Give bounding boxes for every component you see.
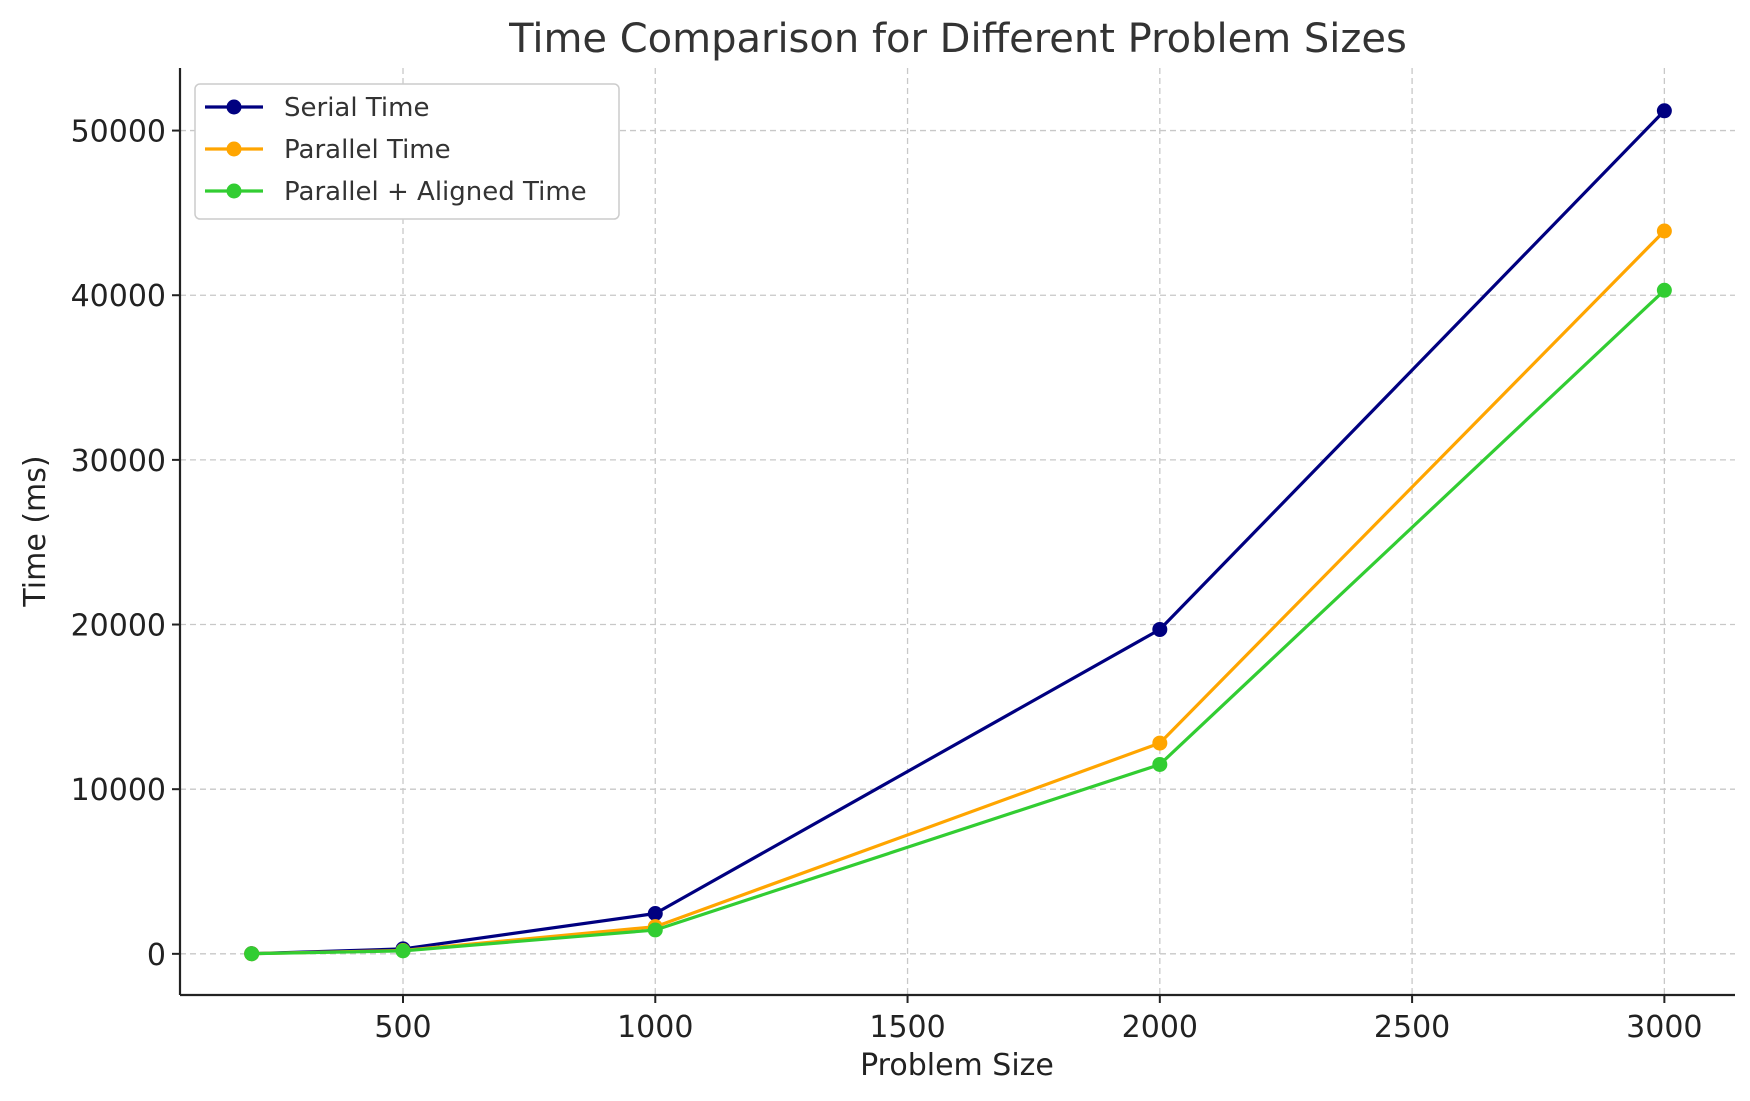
data-point — [1152, 621, 1168, 637]
data-point — [1656, 282, 1672, 298]
data-point — [1656, 223, 1672, 239]
data-point — [647, 905, 663, 921]
series-layer — [244, 103, 1672, 962]
x-tick-label: 3000 — [1626, 1010, 1702, 1045]
legend-label-serial: Serial Time — [284, 93, 429, 123]
x-tick-label: 2000 — [1122, 1010, 1198, 1045]
x-tick-label: 1000 — [617, 1010, 693, 1045]
x-axis-label: Problem Size — [860, 1048, 1054, 1083]
legend: Serial Time Parallel Time Parallel + Ali… — [194, 83, 620, 220]
y-tick-label: 50000 — [71, 115, 166, 150]
y-axis-label: Time (ms) — [18, 455, 53, 607]
series-2 — [244, 282, 1672, 962]
x-tick-label: 1500 — [869, 1010, 945, 1045]
x-gridlines — [402, 68, 1666, 995]
x-tick-label: 2500 — [1374, 1010, 1450, 1045]
legend-item-parallel: Parallel Time — [205, 135, 451, 165]
data-point — [1656, 103, 1672, 119]
legend-box — [194, 83, 620, 220]
x-axis-ticks: 500 1000 1500 2000 2500 3000 — [374, 995, 1703, 1045]
legend-marker-parallel — [226, 141, 242, 157]
y-gridlines — [180, 129, 1735, 955]
legend-item-serial: Serial Time — [205, 93, 429, 123]
y-axis-ticks: 0 10000 20000 30000 40000 50000 — [71, 115, 180, 973]
data-point — [395, 943, 411, 959]
legend-marker-serial — [226, 99, 242, 115]
y-tick-label: 20000 — [71, 609, 166, 644]
y-tick-label: 0 — [147, 938, 166, 973]
legend-label-parallel: Parallel Time — [284, 135, 451, 165]
x-tick-label: 500 — [374, 1010, 431, 1045]
data-point — [647, 922, 663, 938]
data-point — [1152, 735, 1168, 751]
legend-item-parallel-aligned: Parallel + Aligned Time — [205, 177, 587, 207]
legend-marker-parallel-aligned — [226, 183, 242, 199]
data-point — [1152, 756, 1168, 772]
chart-title: Time Comparison for Different Problem Si… — [508, 16, 1407, 62]
y-tick-label: 10000 — [71, 773, 166, 808]
y-tick-label: 40000 — [71, 279, 166, 314]
data-point — [244, 946, 260, 962]
y-tick-label: 30000 — [71, 444, 166, 479]
legend-label-parallel-aligned: Parallel + Aligned Time — [284, 177, 587, 207]
